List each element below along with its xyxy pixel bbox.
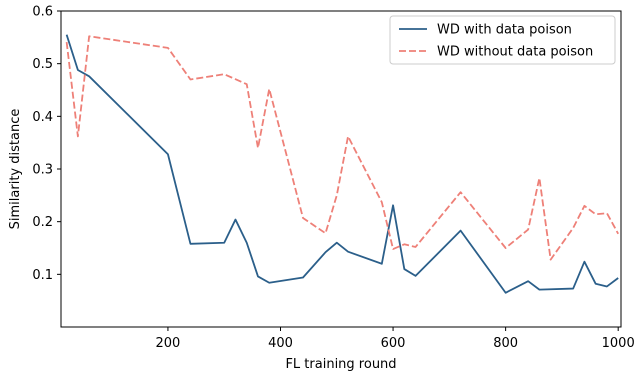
x-tick-label: 1000: [602, 336, 634, 351]
series-line-2: [65, 35, 619, 261]
y-axis-label: Similarity distance: [8, 109, 23, 230]
legend-box: [389, 15, 616, 65]
y-axis: 0.1 0.2 0.3 0.4 0.5 0.6: [32, 5, 61, 283]
x-axis: 200 400 600 800 1000: [156, 327, 634, 351]
x-tick-label: 600: [381, 336, 406, 351]
legend: WD with data poison WD without data poiso…: [389, 15, 616, 65]
legend-label-1: WD with data poison: [437, 23, 572, 38]
y-tick-label: 0.3: [32, 163, 53, 178]
y-tick-label: 0.5: [32, 57, 53, 72]
x-tick-label: 800: [493, 336, 518, 351]
x-axis-label: FL training round: [285, 357, 396, 372]
y-tick-label: 0.2: [32, 215, 53, 230]
x-tick-label: 200: [156, 336, 181, 351]
y-tick-label: 0.4: [32, 110, 53, 125]
x-tick-label: 400: [268, 336, 293, 351]
series-layer: [65, 34, 619, 294]
y-tick-label: 0.1: [32, 268, 53, 283]
series-line-1: [65, 34, 619, 294]
y-tick-label: 0.6: [32, 5, 53, 20]
legend-label-2: WD without data poison: [437, 45, 593, 60]
